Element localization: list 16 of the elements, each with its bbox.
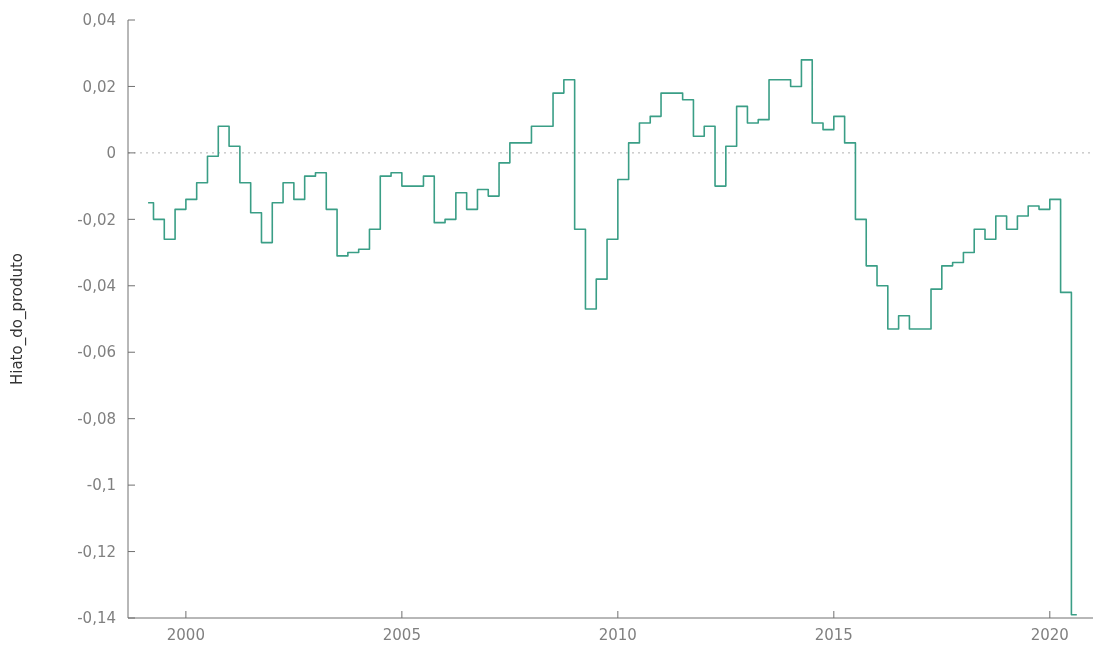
y-axis-title: Hiato_do_produto — [8, 252, 27, 386]
x-tick-label: 2000 — [166, 626, 205, 644]
x-tick-label: 2005 — [382, 626, 421, 644]
y-tick-label: -0,02 — [77, 210, 116, 229]
y-tick-label: -0,04 — [77, 277, 116, 296]
y-tick-label: -0,06 — [77, 343, 116, 362]
y-tick-label: -0,1 — [86, 476, 116, 495]
y-tick-label: 0,02 — [82, 77, 116, 96]
y-tick-label: 0,04 — [82, 11, 116, 30]
y-tick-label: -0,14 — [77, 609, 116, 628]
y-tick-label: -0,08 — [77, 409, 116, 428]
x-tick-label: 2010 — [598, 626, 637, 644]
x-tick-label: 2015 — [814, 626, 853, 644]
y-tick-label: 0 — [106, 144, 116, 163]
y-tick-label: -0,12 — [77, 542, 116, 561]
x-tick-label: 2020 — [1030, 626, 1069, 644]
